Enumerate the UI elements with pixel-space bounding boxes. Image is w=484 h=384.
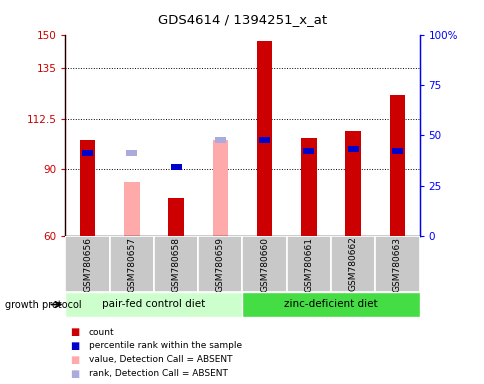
- Text: ■: ■: [70, 341, 79, 351]
- Bar: [391, 148, 402, 154]
- Bar: [330, 236, 375, 292]
- Text: GSM780658: GSM780658: [171, 237, 180, 291]
- Text: percentile rank within the sample: percentile rank within the sample: [89, 341, 242, 351]
- Text: GSM780660: GSM780660: [259, 237, 269, 291]
- Text: ■: ■: [70, 327, 79, 337]
- Text: GSM780662: GSM780662: [348, 237, 357, 291]
- Bar: [242, 236, 286, 292]
- Bar: [109, 236, 153, 292]
- Text: GSM780663: GSM780663: [392, 237, 401, 291]
- Bar: [198, 236, 242, 292]
- Bar: [258, 137, 270, 142]
- Bar: [126, 151, 137, 156]
- Bar: [80, 140, 95, 236]
- Bar: [65, 236, 109, 292]
- Bar: [286, 236, 330, 292]
- Text: count: count: [89, 328, 114, 337]
- Text: GSM780657: GSM780657: [127, 237, 136, 291]
- Text: GSM780656: GSM780656: [83, 237, 92, 291]
- Bar: [212, 140, 227, 236]
- Bar: [257, 41, 272, 236]
- Bar: [170, 164, 181, 169]
- Bar: [168, 198, 183, 236]
- Bar: [347, 146, 358, 152]
- Text: rank, Detection Call = ABSENT: rank, Detection Call = ABSENT: [89, 369, 227, 378]
- Text: value, Detection Call = ABSENT: value, Detection Call = ABSENT: [89, 355, 232, 364]
- Bar: [375, 236, 419, 292]
- Text: ■: ■: [70, 355, 79, 365]
- Bar: [389, 95, 404, 236]
- Text: GSM780659: GSM780659: [215, 237, 225, 291]
- Bar: [345, 131, 360, 236]
- Bar: [153, 236, 198, 292]
- Text: zinc-deficient diet: zinc-deficient diet: [284, 299, 377, 310]
- Bar: [124, 182, 139, 236]
- Text: GDS4614 / 1394251_x_at: GDS4614 / 1394251_x_at: [158, 13, 326, 26]
- Text: GSM780661: GSM780661: [304, 237, 313, 291]
- Bar: [303, 148, 314, 154]
- Bar: [82, 151, 93, 156]
- Bar: [65, 292, 242, 317]
- Text: ■: ■: [70, 369, 79, 379]
- Text: growth protocol: growth protocol: [5, 300, 81, 310]
- Bar: [242, 292, 419, 317]
- Text: pair-fed control diet: pair-fed control diet: [102, 299, 205, 310]
- Bar: [214, 137, 226, 142]
- Bar: [301, 153, 316, 236]
- Bar: [301, 137, 316, 236]
